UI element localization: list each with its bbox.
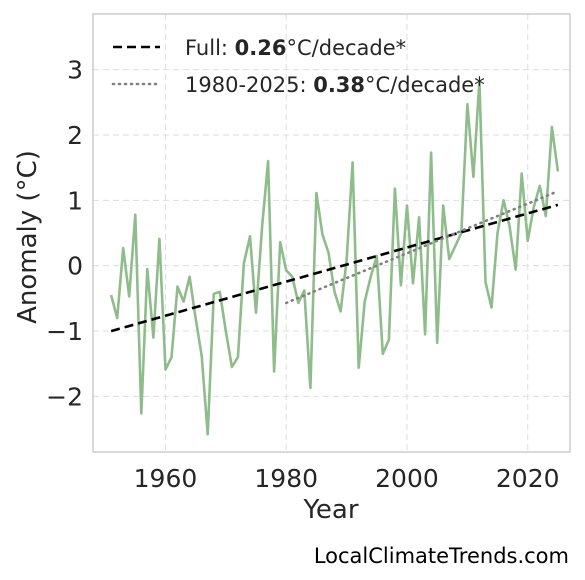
- recent-trend-line: [284, 189, 560, 305]
- legend-label-suffix: °C/decade*: [287, 36, 407, 60]
- legend-label-prefix: 1980-2025:: [185, 73, 313, 97]
- plot-frame: [92, 13, 571, 453]
- y-tick-label: 0: [67, 252, 83, 281]
- y-tick-label: 3: [67, 56, 83, 85]
- y-tick-labels: −2 −1 0 1 2 3: [46, 56, 83, 412]
- x-tick-label: 2000: [375, 464, 439, 493]
- y-tick-label: 2: [67, 121, 83, 150]
- grid: [93, 14, 570, 452]
- x-axis-label: Year: [302, 495, 358, 525]
- full-trend-line: [110, 203, 559, 333]
- legend-label-value: 0.38: [313, 73, 365, 97]
- legend-entry: Full: 0.26°C/decade*: [185, 36, 406, 60]
- y-tick-label: −2: [46, 382, 83, 411]
- y-tick-label: −1: [46, 317, 83, 346]
- anomaly-series-line: [109, 80, 560, 436]
- y-tick-label: 1: [67, 186, 83, 215]
- x-tick-label: 1960: [134, 464, 198, 493]
- x-tick-label: 1980: [254, 464, 318, 493]
- legend: Full: 0.26°C/decade*1980-2025: 0.38°C/de…: [111, 36, 485, 97]
- legend-label-prefix: Full:: [185, 36, 235, 60]
- legend-label-value: 0.26: [235, 36, 287, 60]
- series-layer: [109, 80, 560, 436]
- x-tick-label: 2020: [496, 464, 560, 493]
- y-axis-label: Anomaly (°C): [13, 150, 43, 324]
- legend-entry: 1980-2025: 0.38°C/decade*: [185, 73, 485, 97]
- plot-background: [93, 14, 570, 452]
- credit-text: LocalClimateTrends.com: [313, 544, 569, 568]
- x-tick-labels: 1960 1980 2000 2020: [134, 464, 560, 493]
- legend-label-suffix: °C/decade*: [365, 73, 485, 97]
